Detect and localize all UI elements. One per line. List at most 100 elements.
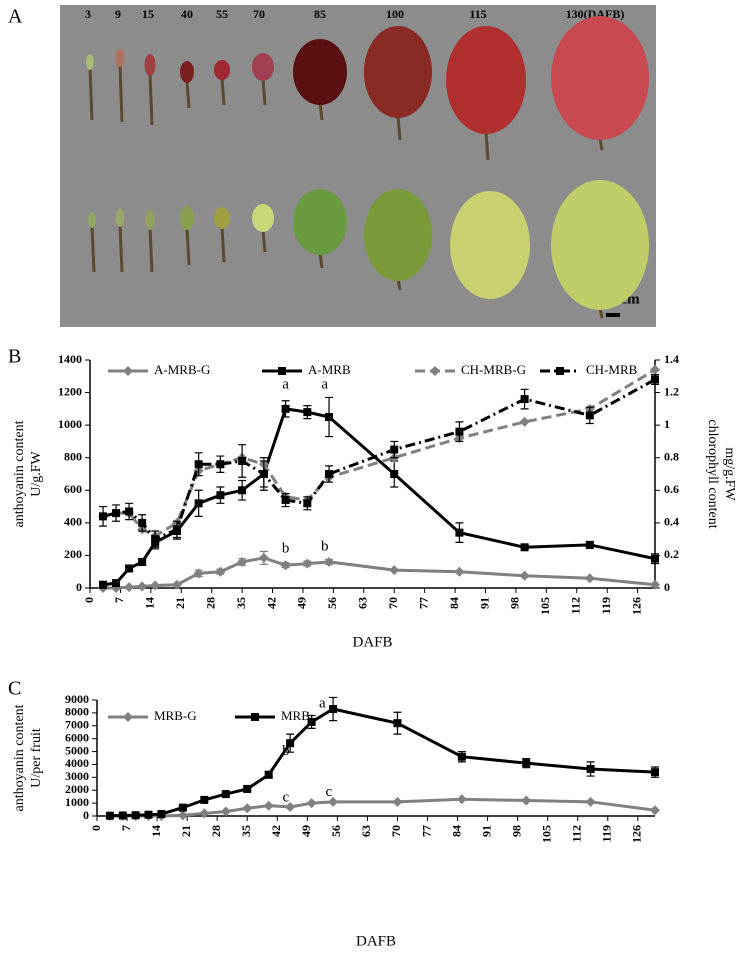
marker [455, 427, 464, 436]
legend-marker [430, 366, 440, 376]
marker [519, 416, 530, 427]
marker [194, 460, 203, 469]
annotation: b [282, 743, 290, 759]
fruit [214, 60, 230, 80]
fruit [364, 189, 432, 281]
marker [454, 566, 465, 577]
annotation: c [325, 784, 332, 800]
y-tick-label: 2000 [65, 782, 89, 796]
marker [220, 806, 231, 817]
y-tick-label: 5000 [65, 743, 89, 757]
marker [585, 540, 594, 549]
fruit [214, 207, 230, 229]
marker [131, 811, 140, 820]
stage-label: 9 [115, 7, 121, 21]
marker [178, 803, 187, 812]
legend-label: MRB [281, 708, 310, 723]
fruit-stem [396, 115, 402, 141]
x-tick-label: 49 [299, 825, 313, 837]
x-tick-label: 49 [295, 597, 309, 609]
y2-tick-label: 0.8 [664, 449, 679, 463]
marker [522, 759, 531, 768]
legend-marker [123, 712, 133, 722]
x-tick-label: 35 [239, 825, 253, 837]
fruit-stem [598, 137, 604, 151]
fruit [145, 210, 155, 230]
stage-label: 100 [386, 7, 404, 21]
fruit-stem [484, 131, 490, 161]
marker [325, 413, 334, 421]
legend-label: A-MRB [308, 362, 351, 377]
y2-tick-label: 1 [664, 417, 670, 431]
scale-bar [606, 313, 620, 317]
x-tick-label: 0 [89, 825, 103, 831]
marker [243, 784, 252, 793]
marker [238, 456, 247, 465]
x-tick-label: 77 [419, 825, 433, 837]
marker [151, 535, 160, 544]
fruit-stem [261, 229, 267, 253]
x-tick-label: 42 [264, 597, 278, 609]
fruit [180, 206, 194, 230]
y2-axis-label: mg/g.FW [722, 447, 737, 501]
marker [216, 491, 225, 500]
x-tick-label: 0 [82, 597, 96, 603]
x-tick-label: 77 [416, 597, 430, 609]
y-axis-label: U/g.FW [29, 450, 44, 496]
fruit-stem [88, 67, 94, 121]
marker [281, 404, 290, 413]
marker [585, 411, 594, 420]
x-tick-label: 126 [629, 597, 643, 615]
marker [157, 810, 166, 819]
fruit [86, 54, 94, 70]
x-axis-label: DAFB [352, 634, 392, 650]
marker [280, 560, 291, 571]
y2-tick-label: 1.4 [664, 352, 679, 366]
series-line [102, 407, 656, 587]
marker [264, 770, 273, 779]
panel-label: C [8, 678, 21, 700]
stage-label: 40 [181, 7, 193, 21]
y-tick-label: 1000 [65, 795, 89, 809]
series-line [109, 707, 656, 818]
marker [112, 509, 121, 518]
marker [99, 580, 108, 589]
series-line [109, 797, 656, 818]
annotation: b [282, 540, 290, 556]
marker [650, 805, 660, 816]
fruit-stem [148, 73, 154, 126]
fruit [180, 61, 194, 83]
stage-label: 15 [142, 7, 154, 21]
fruit [88, 212, 96, 228]
marker [329, 705, 338, 714]
fruit [293, 189, 347, 255]
marker [138, 557, 147, 566]
x-tick-label: 35 [234, 597, 248, 609]
y-tick-label: 1000 [58, 417, 82, 431]
marker [519, 570, 530, 581]
y-tick-label: 9000 [65, 692, 89, 706]
fruit [144, 54, 156, 76]
x-tick-label: 14 [143, 597, 157, 609]
x-tick-label: 105 [538, 597, 552, 615]
fruit-stem [220, 226, 226, 263]
y-tick-label: 8000 [65, 705, 89, 719]
x-tick-label: 119 [599, 597, 613, 614]
fruit-stem [185, 227, 191, 266]
marker [194, 499, 203, 508]
marker [286, 739, 295, 748]
fruit-stem [261, 78, 267, 106]
x-tick-label: 21 [179, 825, 193, 837]
y-tick-label: 400 [64, 515, 82, 529]
marker [215, 566, 226, 577]
legend-marker [251, 713, 259, 721]
marker [285, 801, 296, 812]
marker [303, 408, 312, 417]
x-tick-label: 112 [569, 825, 583, 842]
marker [200, 795, 209, 804]
fruit [252, 204, 274, 232]
fruit [115, 49, 125, 67]
marker [216, 460, 225, 469]
fruit-stem [318, 102, 324, 121]
